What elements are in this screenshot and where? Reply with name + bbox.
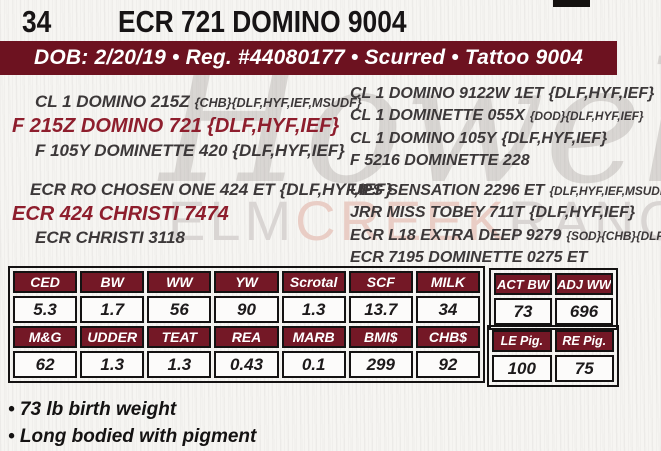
- header-adj-ww: ADJ WW: [555, 273, 613, 295]
- epd-header-chb: CHB$: [415, 326, 480, 348]
- epd-value-row-2: 62 1.3 1.3 0.43 0.1 299 92: [13, 351, 480, 378]
- epd-table: CED BW WW YW Scrotal SCF MILK 5.3 1.7 56…: [8, 266, 485, 383]
- dob-reg-banner: DOB: 2/20/19 • Reg. #44080177 • Scurred …: [0, 41, 617, 75]
- weights-table: ACT BW ADJ WW 73 696: [489, 268, 618, 330]
- corner-print-mark: [553, 0, 590, 7]
- pedigree-line-dam: ECR 424 CHRISTI 7474: [12, 203, 229, 226]
- pigment-value-row: 100 75: [492, 355, 614, 382]
- pedigree-line: CL 1 DOMINO 9122W 1ET {DLF,HYF,IEF}: [350, 85, 654, 103]
- notes: • 73 lb birth weight • Long bodied with …: [8, 396, 256, 450]
- header-le-pig: LE Pig.: [492, 330, 552, 352]
- note-birth-weight: • 73 lb birth weight: [8, 399, 177, 420]
- trait-tags: {DLF,HYF,IEF,MSUDF}: [549, 184, 661, 198]
- header: 34 ECR 721 DOMINO 9004: [22, 4, 458, 40]
- watermark-creek: CREEK: [295, 189, 509, 252]
- watermark-elm: ELM: [168, 189, 296, 252]
- epd-value-bmi: 299: [348, 351, 413, 378]
- epd-header-yw: YW: [214, 271, 279, 293]
- header-re-pig: RE Pig.: [554, 330, 614, 352]
- animal-name: CL 1 DOMINO 215Z: [35, 92, 190, 111]
- epd-value-mg: 62: [13, 351, 78, 378]
- animal-name: CL 1 DOMINETTE 055X: [350, 107, 525, 124]
- pedigree-line: ECR 7195 DOMINETTE 0275 ET: [350, 249, 587, 267]
- pedigree-line-sire: F 215Z DOMINO 721 {DLF,HYF,IEF}: [12, 115, 339, 138]
- epd-value-teat: 1.3: [147, 351, 212, 378]
- epd-value-udder: 1.3: [80, 351, 145, 378]
- epd-value-chb: 92: [415, 351, 480, 378]
- trait-tags: {SOD}{CHB}{DLF,HYF,IEF}: [566, 229, 661, 243]
- epd-value-marb: 0.1: [281, 351, 346, 378]
- pedigree-line: ECR CHRISTI 3118: [35, 228, 185, 248]
- animal-name: F 215Z DOMINO 721: [12, 115, 203, 137]
- ranch-watermark-caps: ELMCREEKRANCH: [168, 188, 661, 253]
- lot-number: 34: [22, 4, 52, 39]
- animal-name: UPS SENSATION 2296 ET: [350, 182, 545, 199]
- trait-tags: {DLF,HYF,IEF}: [548, 85, 655, 102]
- epd-header-milk: MILK: [415, 271, 480, 293]
- animal-name: ECR CHRISTI 3118: [35, 228, 185, 247]
- animal-name: CL 1 DOMINO 105Y: [350, 130, 497, 147]
- pedigree-line: CL 1 DOMINO 105Y {DLF,HYF,IEF}: [350, 130, 607, 148]
- pedigree-line: CL 1 DOMINO 215Z {CHB}{DLF,HYF,IEF,MSUDF}: [35, 92, 362, 112]
- epd-value-ww: 56: [147, 296, 212, 323]
- value-re-pig: 75: [554, 355, 614, 382]
- epd-header-row-2: M&G UDDER TEAT REA MARB BMI$ CHB$: [13, 326, 480, 348]
- epd-header-row-1: CED BW WW YW Scrotal SCF MILK: [13, 271, 480, 293]
- epd-header-rea: REA: [214, 326, 279, 348]
- epd-value-rea: 0.43: [214, 351, 279, 378]
- value-act-bw: 73: [494, 298, 552, 325]
- page-title: ECR 721 DOMINO 9004: [118, 4, 407, 39]
- epd-header-bmi: BMI$: [348, 326, 413, 348]
- epd-value-milk: 34: [415, 296, 480, 323]
- value-adj-ww: 696: [555, 298, 613, 325]
- animal-name: F 5216 DOMINETTE 228: [350, 152, 530, 169]
- value-le-pig: 100: [492, 355, 552, 382]
- animal-name: CL 1 DOMINO 9122W 1ET: [350, 85, 544, 102]
- pedigree-line: JRR MISS TOBEY 711T {DLF,HYF,IEF}: [350, 204, 635, 222]
- epd-header-ced: CED: [13, 271, 78, 293]
- epd-value-yw: 90: [214, 296, 279, 323]
- trait-tags: {DLF,HYF,IEF}: [529, 204, 636, 221]
- epd-header-bw: BW: [80, 271, 145, 293]
- trait-tags: {CHB}{DLF,HYF,IEF,MSUDF}: [194, 96, 362, 110]
- epd-header-ww: WW: [147, 271, 212, 293]
- animal-name: ECR L18 EXTRA DEEP 9279: [350, 227, 562, 244]
- animal-name: ECR RO CHOSEN ONE 424 ET: [30, 180, 275, 199]
- epd-header-scf: SCF: [348, 271, 413, 293]
- epd-header-teat: TEAT: [147, 326, 212, 348]
- pigment-header-row: LE Pig. RE Pig.: [492, 330, 614, 352]
- animal-name: ECR 424 CHRISTI 7474: [12, 203, 229, 225]
- epd-value-ced: 5.3: [13, 296, 78, 323]
- animal-name: JRR MISS TOBEY 711T: [350, 204, 525, 221]
- trait-tags: {DLF,HYF,IEF}: [501, 130, 608, 147]
- epd-header-mg: M&G: [13, 326, 78, 348]
- epd-header-marb: MARB: [281, 326, 346, 348]
- trait-tags: {DLF,HYF,IEF}: [232, 141, 345, 160]
- epd-value-scrotal: 1.3: [281, 296, 346, 323]
- epd-header-scrotal: Scrotal: [281, 271, 346, 293]
- note-long-bodied: • Long bodied with pigment: [8, 426, 257, 447]
- pedigree-line: ECR RO CHOSEN ONE 424 ET {DLF,HYF,IEF}: [30, 180, 392, 200]
- pedigree-line: UPS SENSATION 2296 ET {DLF,HYF,IEF,MSUDF}: [350, 182, 661, 200]
- trait-tags: {DOD}{DLF,HYF,IEF}: [529, 109, 644, 123]
- trait-tags: {DLF,HYF,IEF}: [279, 180, 393, 199]
- header-act-bw: ACT BW: [494, 273, 552, 295]
- pedigree-line: ECR L18 EXTRA DEEP 9279 {SOD}{CHB}{DLF,HY…: [350, 227, 661, 245]
- weights-value-row: 73 696: [494, 298, 613, 325]
- epd-value-row-1: 5.3 1.7 56 90 1.3 13.7 34: [13, 296, 480, 323]
- pedigree-line: F 105Y DOMINETTE 420 {DLF,HYF,IEF}: [35, 141, 345, 161]
- pigment-table: LE Pig. RE Pig. 100 75: [487, 325, 619, 387]
- watermark-ranch: RANCH: [508, 189, 661, 252]
- epd-value-bw: 1.7: [80, 296, 145, 323]
- weights-header-row: ACT BW ADJ WW: [494, 273, 613, 295]
- epd-header-udder: UDDER: [80, 326, 145, 348]
- pedigree-line: CL 1 DOMINETTE 055X {DOD}{DLF,HYF,IEF}: [350, 107, 644, 125]
- epd-value-scf: 13.7: [348, 296, 413, 323]
- animal-name: F 105Y DOMINETTE 420: [35, 141, 228, 160]
- trait-tags: {DLF,HYF,IEF}: [207, 115, 340, 137]
- animal-name: ECR 7195 DOMINETTE 0275 ET: [350, 249, 588, 266]
- pedigree-line: F 5216 DOMINETTE 228: [350, 152, 530, 170]
